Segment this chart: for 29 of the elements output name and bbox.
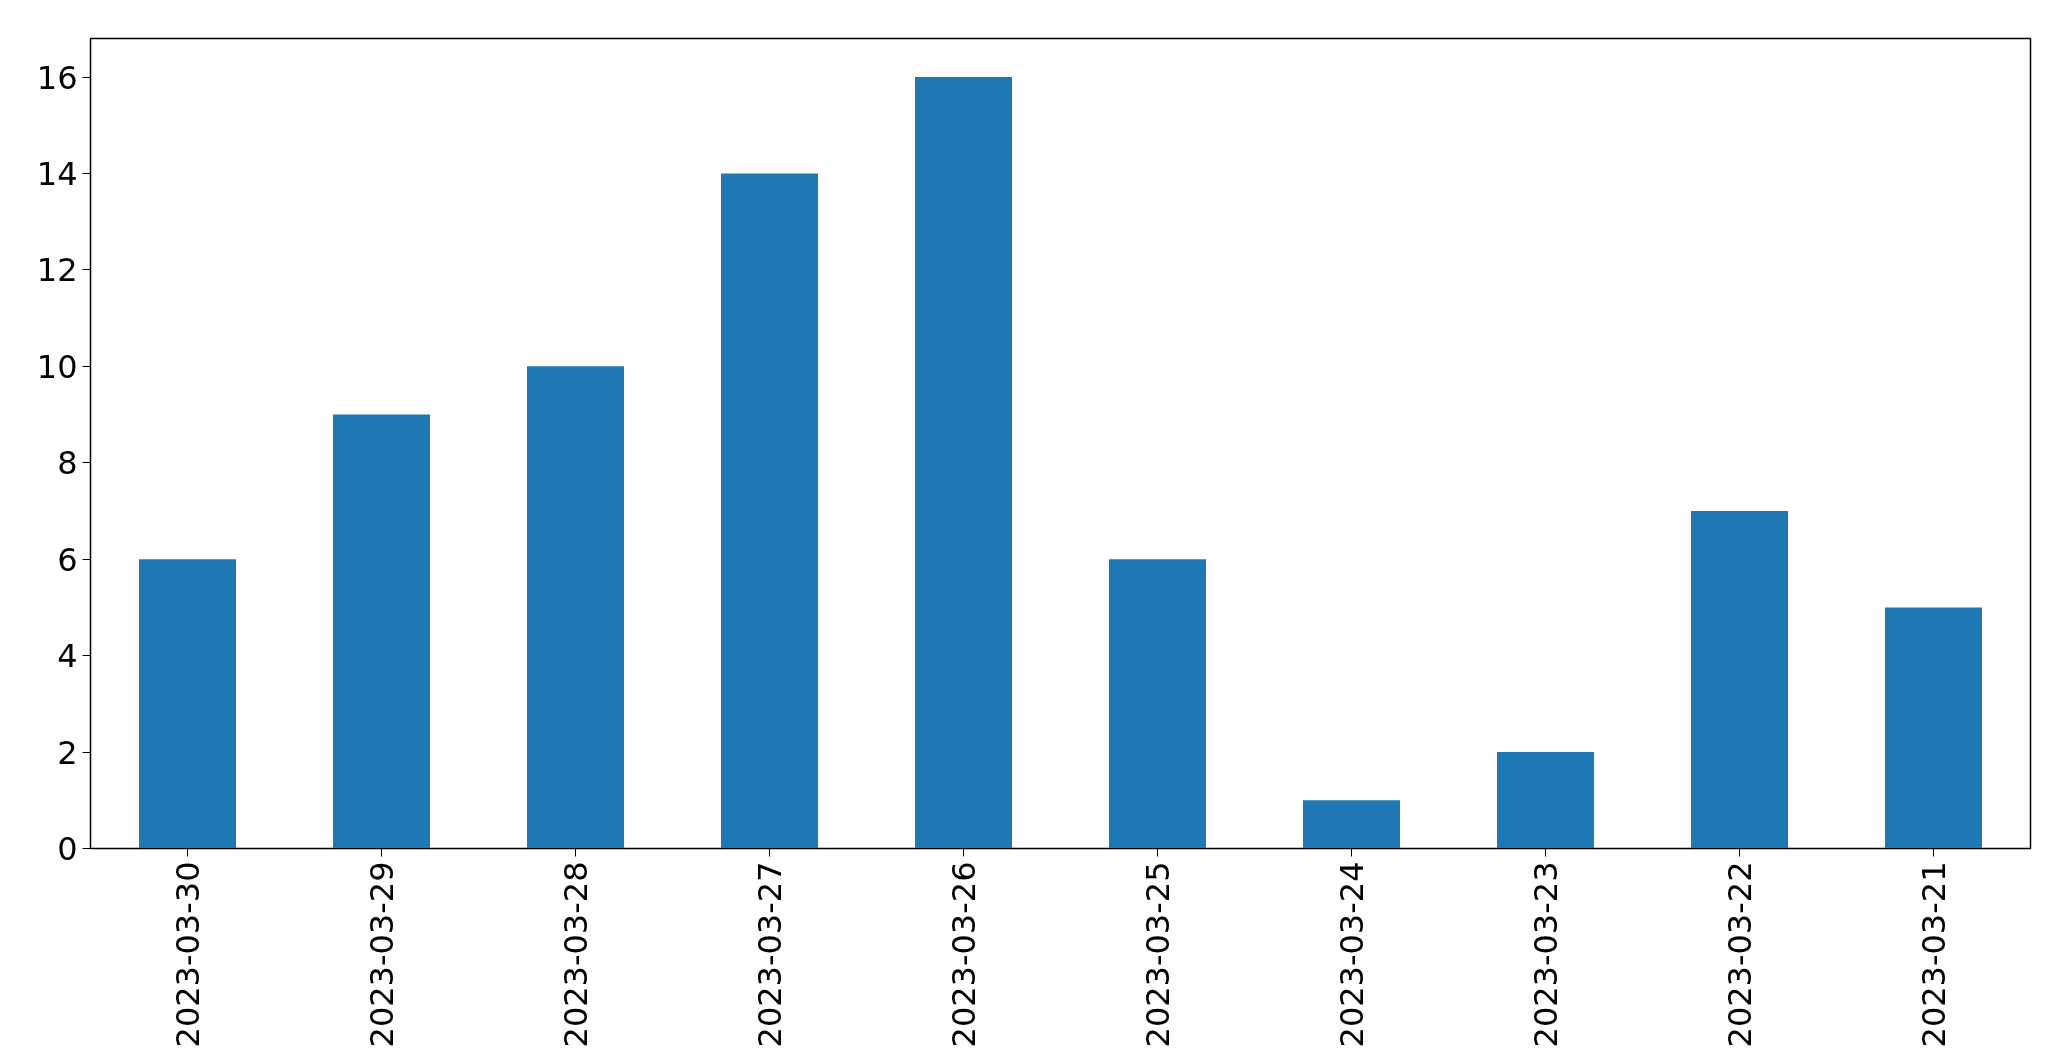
y-tick-label: 8 (57, 444, 78, 483)
x-tick-label: 2023-03-22 (1721, 861, 1759, 1048)
bar (1885, 607, 1982, 849)
y-tick-label: 0 (57, 830, 78, 868)
bar (139, 559, 236, 849)
bar (1691, 511, 1788, 849)
y-tick-label: 4 (57, 637, 78, 676)
x-tick-label: 2023-03-28 (557, 861, 595, 1048)
y-tick-label: 2 (57, 733, 78, 772)
y-tick-label: 6 (57, 540, 78, 579)
x-tick-label: 2023-03-24 (1333, 861, 1371, 1048)
bar (527, 366, 624, 849)
x-tick-label: 2023-03-23 (1527, 861, 1565, 1048)
bar (1303, 800, 1400, 849)
x-tick-label: 2023-03-30 (169, 861, 207, 1048)
bar (915, 77, 1012, 849)
y-tick-label: 14 (36, 155, 78, 193)
y-tick-label: 12 (36, 251, 78, 290)
x-tick-label: 2023-03-21 (1915, 861, 1953, 1048)
bar (1109, 559, 1206, 849)
y-tick-label: 16 (36, 58, 78, 97)
bar (721, 173, 818, 849)
x-tick-label: 2023-03-27 (751, 861, 789, 1048)
bar (333, 414, 430, 849)
bar (1497, 752, 1594, 849)
x-tick-label: 2023-03-29 (363, 861, 401, 1048)
y-tick-label: 10 (36, 347, 78, 386)
x-tick-label: 2023-03-26 (945, 861, 983, 1048)
x-tick-label: 2023-03-25 (1139, 861, 1177, 1048)
